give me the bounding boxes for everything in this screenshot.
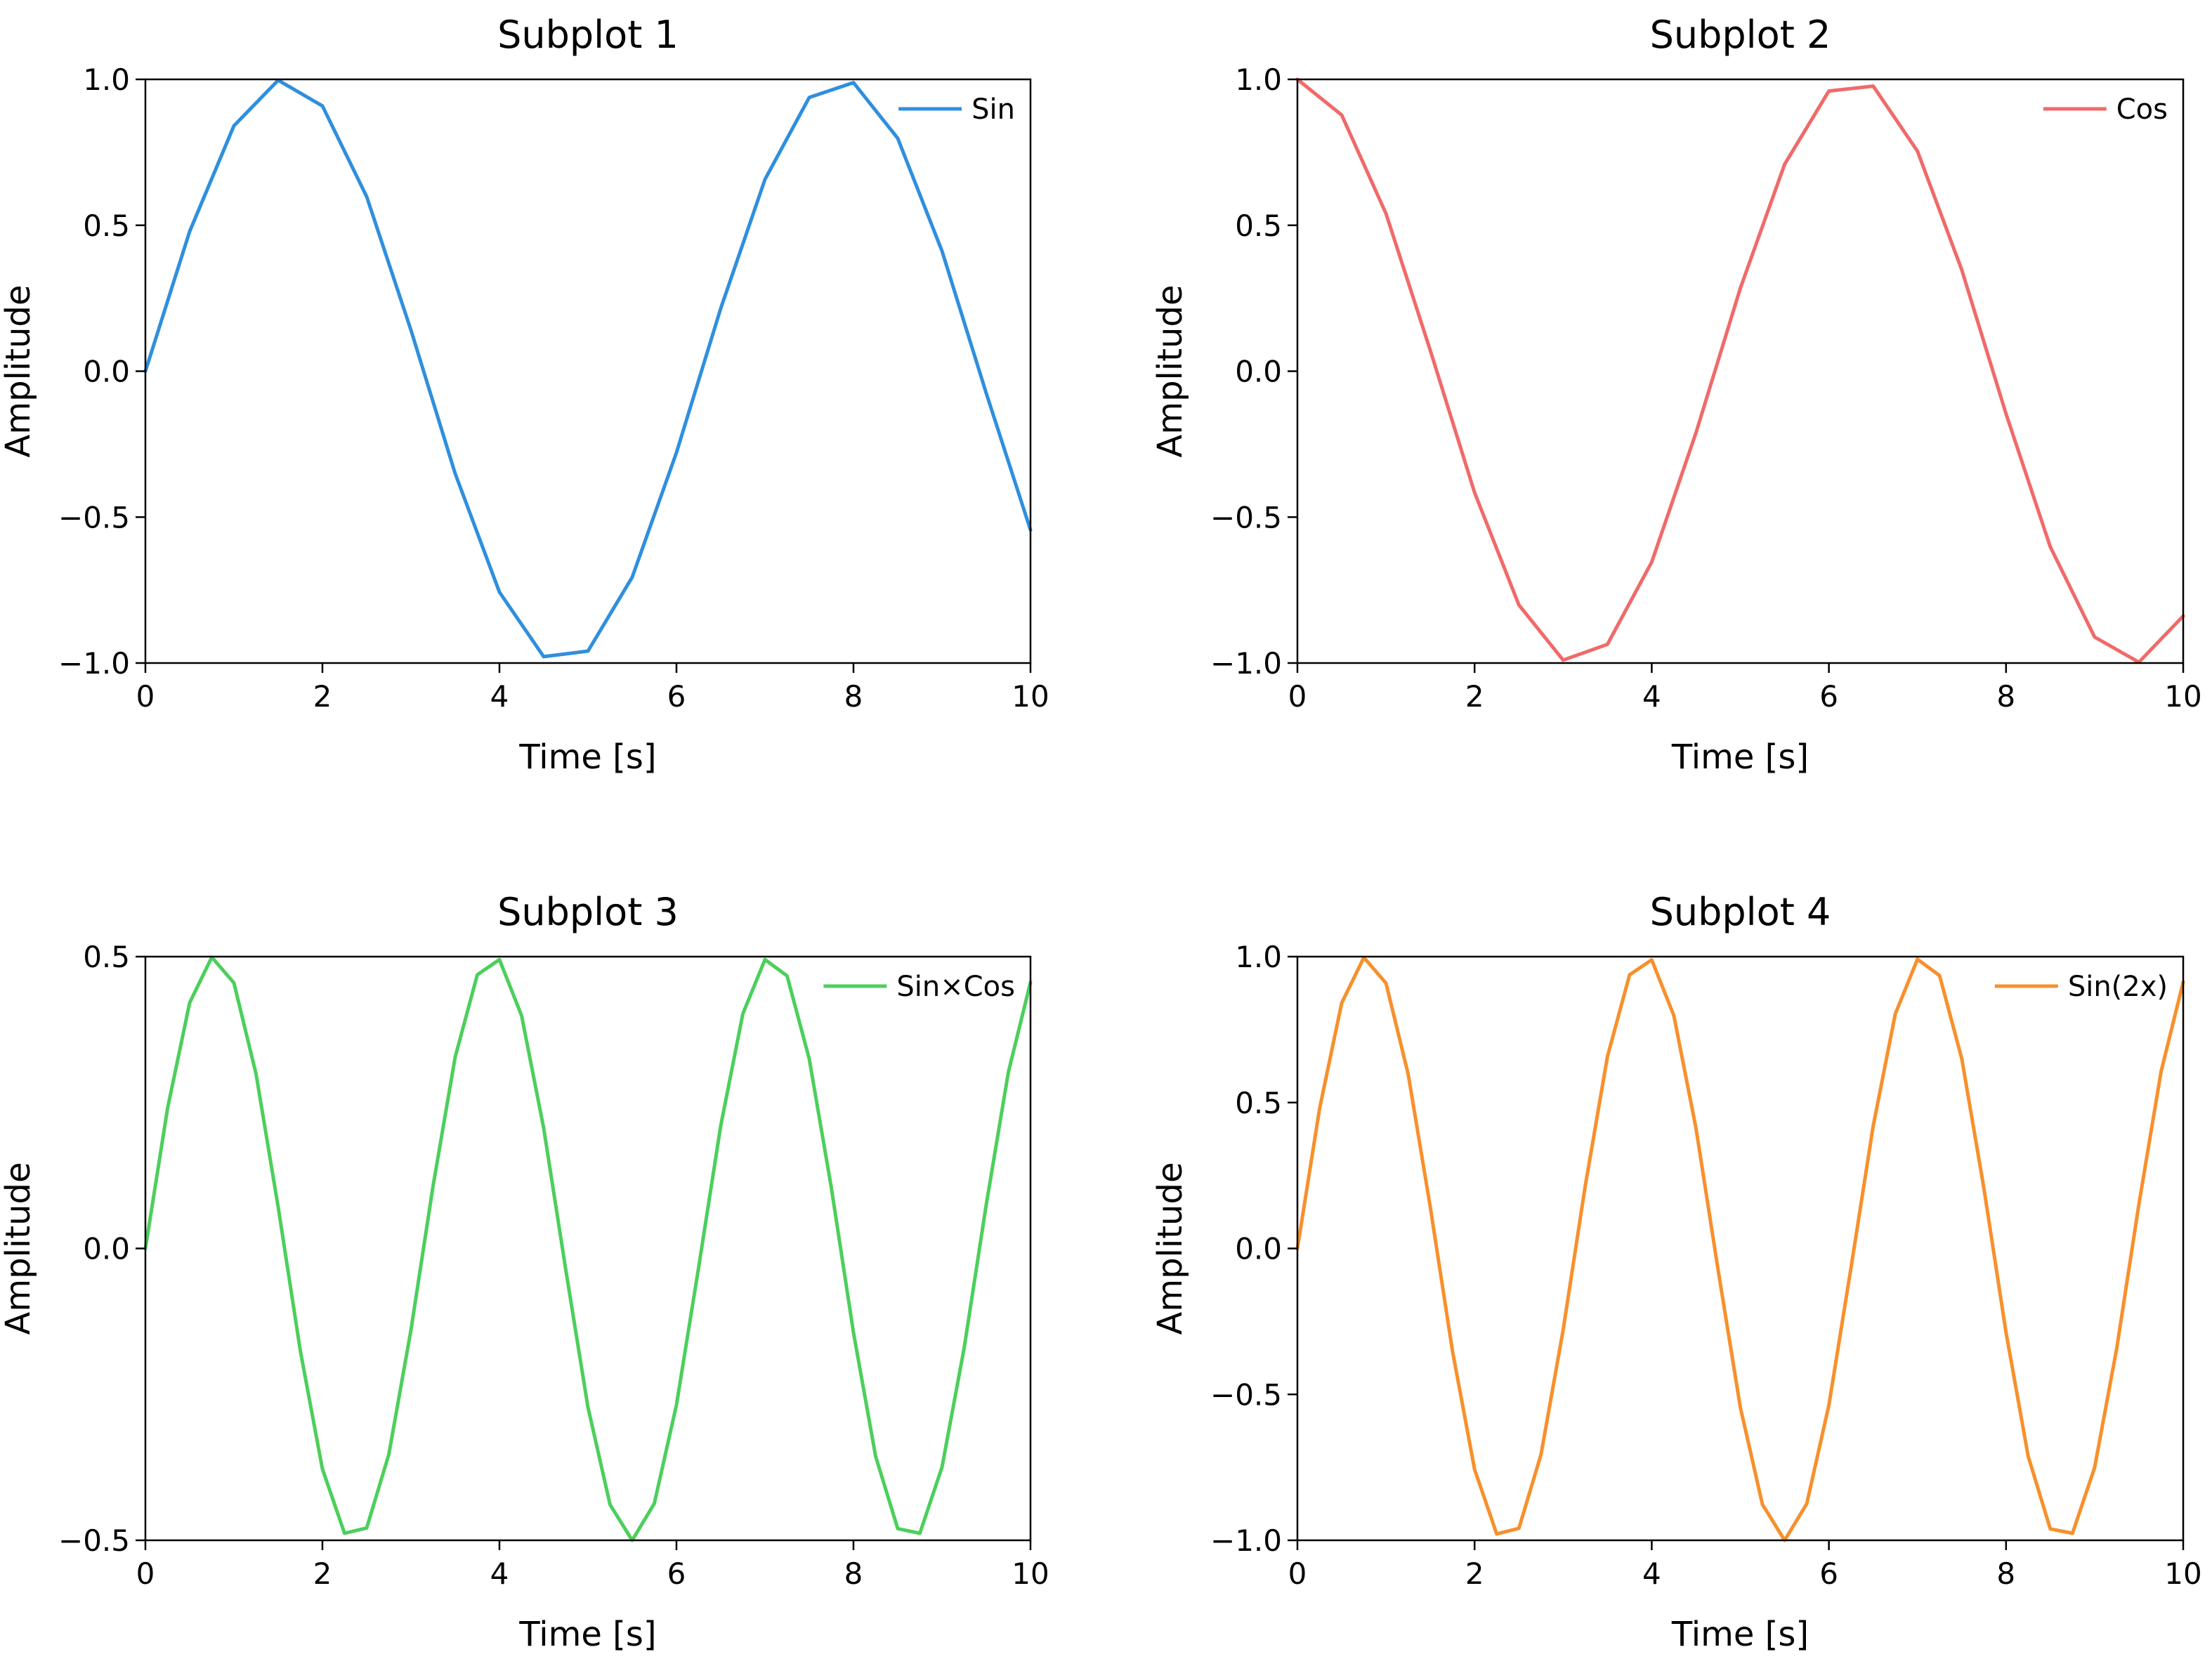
legend: Sin (898, 93, 1015, 126)
chart-title: Subplot 3 (497, 890, 679, 934)
x-tick-label: 2 (1465, 1556, 1484, 1591)
legend: Cos (2043, 93, 2168, 126)
y-tick-label: −0.5 (58, 1523, 130, 1558)
y-tick-label: 0.5 (83, 209, 130, 243)
x-tick-label: 6 (667, 1556, 686, 1591)
plot-frame (144, 955, 1032, 1542)
x-tick-label: 8 (1996, 1556, 2015, 1591)
x-tick-label: 4 (1642, 679, 1661, 714)
y-axis-label: Amplitude (1151, 285, 1190, 458)
x-tick-label: 10 (1012, 1556, 1049, 1591)
y-axis-label: Amplitude (0, 285, 38, 458)
x-tick-label: 8 (1996, 679, 2015, 714)
chart-title: Subplot 2 (1650, 13, 1831, 57)
subplot-2: Subplot 2 0 2 4 6 8 10 −1.0 −0.5 0.0 0.5 1.0 Time [s… (1151, 13, 2202, 777)
x-tick-label: 0 (1288, 1556, 1307, 1591)
y-tick-label: 0.0 (1235, 1232, 1282, 1266)
series-line-1 (1295, 77, 2185, 664)
x-tick-label: 4 (490, 1556, 509, 1591)
x-tick-label: 2 (313, 1556, 332, 1591)
y-axis-label: Amplitude (0, 1162, 38, 1335)
subplot-4: Subplot 4 0 2 4 6 8 10 −1.0 −0.5 0.0 0.5 1.0 Time [s… (1151, 890, 2202, 1654)
legend: Sin(2x) (1994, 971, 2168, 1003)
plot-frame (1296, 955, 2185, 1542)
x-axis-label: Time [s] (518, 737, 656, 777)
y-tick-label: −0.5 (1210, 1377, 1282, 1412)
x-tick-label: 0 (1288, 679, 1307, 714)
series-line-1 (143, 955, 1033, 1542)
legend-label: Sin (971, 93, 1015, 126)
series-line-1 (143, 78, 1033, 659)
series-line-1 (1295, 955, 2185, 1542)
x-axis-label: Time [s] (1671, 737, 1809, 777)
plot-frame (1296, 78, 2185, 664)
y-tick-label: −1.0 (1210, 646, 1282, 681)
x-tick-label: 10 (2164, 679, 2201, 714)
y-tick-label: −0.5 (1210, 500, 1282, 535)
subplot-1: Subplot 1 0 2 4 6 8 10 −1.0 −0.5 0.0 0.5 1.0 Time [s… (0, 13, 1049, 777)
legend-label: Cos (2116, 93, 2168, 126)
x-tick-label: 4 (490, 679, 509, 714)
x-tick-label: 8 (844, 1556, 863, 1591)
y-tick-label: 0.5 (1235, 209, 1282, 243)
x-tick-label: 2 (1465, 679, 1484, 714)
legend: Sin×Cos (823, 971, 1015, 1003)
y-tick-label: 1.0 (1235, 940, 1282, 974)
x-tick-label: 2 (313, 679, 332, 714)
x-tick-label: 10 (1012, 679, 1049, 714)
y-axis-label: Amplitude (1151, 1162, 1190, 1335)
x-tick-label: 6 (1819, 1556, 1838, 1591)
x-tick-label: 8 (844, 679, 863, 714)
chart-title: Subplot 1 (497, 13, 679, 57)
plot-frame (144, 78, 1032, 664)
x-tick-label: 4 (1642, 1556, 1661, 1591)
y-tick-label: −1.0 (58, 646, 130, 681)
chart-title: Subplot 4 (1650, 890, 1831, 934)
x-tick-label: 6 (667, 679, 686, 714)
y-tick-label: 1.0 (83, 63, 130, 97)
x-axis-label: Time [s] (1671, 1615, 1809, 1654)
x-axis-label: Time [s] (518, 1615, 656, 1654)
y-tick-label: 0.0 (83, 355, 130, 389)
y-tick-label: 1.0 (1235, 63, 1282, 97)
x-tick-label: 0 (136, 1556, 155, 1591)
y-tick-label: 0.5 (1235, 1086, 1282, 1120)
legend-label: Sin×Cos (896, 971, 1015, 1003)
y-tick-label: −0.5 (58, 500, 130, 535)
y-tick-label: 0.0 (1235, 355, 1282, 389)
y-tick-label: 0.0 (83, 1232, 130, 1266)
x-tick-label: 0 (136, 679, 155, 714)
subplot-3: Subplot 3 0 2 4 6 8 10 −0.5 0.0 0.5 Time [s] Amplit… (0, 890, 1049, 1654)
x-tick-label: 6 (1819, 679, 1838, 714)
y-tick-label: 0.5 (83, 940, 130, 974)
x-tick-label: 10 (2164, 1556, 2201, 1591)
legend-label: Sin(2x) (2068, 971, 2168, 1003)
y-tick-label: −1.0 (1210, 1523, 1282, 1558)
